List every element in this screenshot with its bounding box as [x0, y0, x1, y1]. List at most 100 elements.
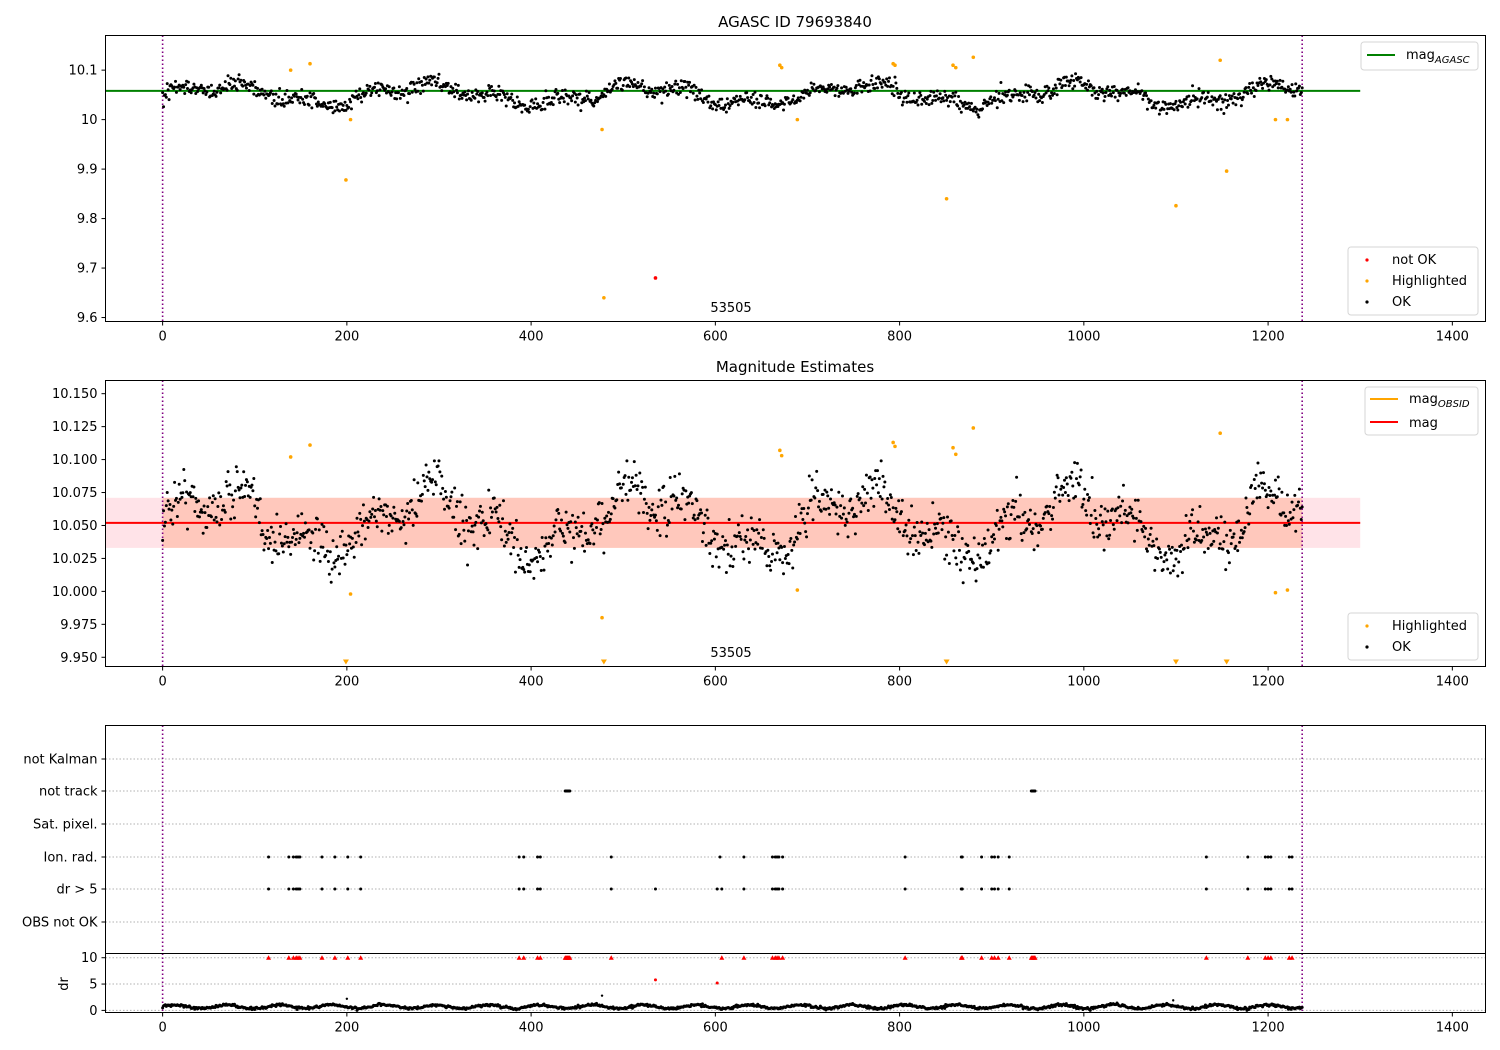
ok-point — [1005, 505, 1009, 509]
ok-point — [508, 522, 512, 526]
ok-point — [937, 512, 941, 516]
ok-point — [829, 83, 833, 87]
ok-point — [1231, 101, 1235, 105]
ok-point — [727, 517, 731, 521]
ok-point — [893, 75, 897, 79]
highlighted-point — [795, 117, 800, 122]
ok-point — [1186, 546, 1190, 550]
ok-point — [494, 510, 498, 514]
ok-point — [640, 480, 644, 484]
ok-point — [736, 523, 740, 527]
ok-point — [765, 564, 769, 568]
ok-point — [1017, 515, 1021, 519]
ok-point — [239, 78, 243, 82]
ok-point — [923, 531, 927, 535]
ok-point — [957, 530, 961, 534]
ok-point — [807, 93, 811, 97]
ok-point — [731, 100, 735, 104]
ok-point — [539, 568, 543, 572]
ok-point — [663, 516, 667, 520]
ok-point — [1121, 87, 1125, 91]
ok-point — [795, 537, 799, 541]
ok-point — [379, 504, 383, 508]
ok-point — [164, 95, 168, 99]
ok-point — [1258, 76, 1262, 80]
dr-capped-marker — [959, 955, 965, 960]
ok-point — [1223, 98, 1227, 102]
ok-point — [710, 539, 714, 543]
ok-point — [1188, 519, 1192, 523]
ok-point — [401, 520, 405, 524]
ok-point — [941, 96, 945, 100]
ok-point — [877, 477, 881, 481]
ok-point — [229, 76, 233, 80]
ok-point — [1209, 99, 1213, 103]
ok-point — [440, 89, 444, 93]
ok-point — [544, 89, 548, 93]
ok-point — [958, 568, 962, 572]
ok-point — [1166, 567, 1170, 571]
ok-point — [797, 502, 801, 506]
ok-point — [172, 504, 176, 508]
ok-point — [866, 509, 870, 513]
ok-point — [1068, 81, 1072, 85]
ok-point — [707, 94, 711, 98]
ok-point — [666, 92, 670, 96]
ok-point — [1054, 86, 1058, 90]
ok-point — [1051, 93, 1055, 97]
ok-point — [458, 500, 462, 504]
ok-point — [262, 548, 266, 552]
legend-marker-ok — [1365, 300, 1369, 304]
ok-point — [840, 494, 844, 498]
dr-capped-marker — [516, 955, 522, 960]
ok-point — [1101, 91, 1105, 95]
ok-point — [1225, 533, 1229, 537]
ok-point — [527, 563, 531, 567]
ok-point — [681, 87, 685, 91]
ok-point — [871, 486, 875, 490]
ok-point — [569, 520, 573, 524]
ok-point — [212, 518, 216, 522]
dr-capped-marker — [1006, 955, 1012, 960]
ok-point — [1103, 95, 1107, 99]
ok-point — [161, 91, 165, 95]
ok-point — [323, 102, 327, 106]
ok-point — [420, 492, 424, 496]
ok-point — [1052, 92, 1056, 96]
ok-point — [434, 84, 438, 88]
ok-point — [655, 528, 659, 532]
ok-point — [869, 496, 873, 500]
ok-point — [1223, 520, 1227, 524]
ok-point — [165, 490, 169, 494]
ok-point — [787, 562, 791, 566]
y-tick-label: 10.075 — [52, 486, 98, 501]
ok-point — [511, 98, 515, 102]
ok-point — [752, 529, 756, 533]
ok-point — [276, 102, 280, 106]
ok-point — [273, 540, 277, 544]
ok-point — [549, 101, 553, 104]
dr-capped-marker — [979, 955, 985, 960]
ok-point — [864, 501, 868, 505]
flag-point — [287, 855, 291, 859]
ok-point — [1191, 508, 1195, 512]
ok-point — [653, 95, 657, 99]
x-tick-label: 1400 — [1436, 675, 1469, 690]
ok-point — [333, 565, 337, 569]
ok-point — [695, 499, 699, 503]
ok-point — [284, 522, 288, 526]
ok-point — [387, 523, 391, 527]
ok-point — [1063, 490, 1067, 494]
ok-point — [204, 92, 208, 96]
flag-point — [990, 887, 994, 891]
dr-capped-marker — [297, 955, 303, 960]
ok-point — [182, 85, 186, 89]
ok-point — [868, 89, 872, 93]
ok-point — [804, 530, 808, 534]
ok-point — [760, 546, 764, 550]
ok-point — [501, 517, 505, 521]
ok-point — [968, 105, 972, 109]
ok-point — [805, 535, 809, 539]
ok-point — [1245, 506, 1249, 510]
highlighted-point — [600, 127, 604, 132]
